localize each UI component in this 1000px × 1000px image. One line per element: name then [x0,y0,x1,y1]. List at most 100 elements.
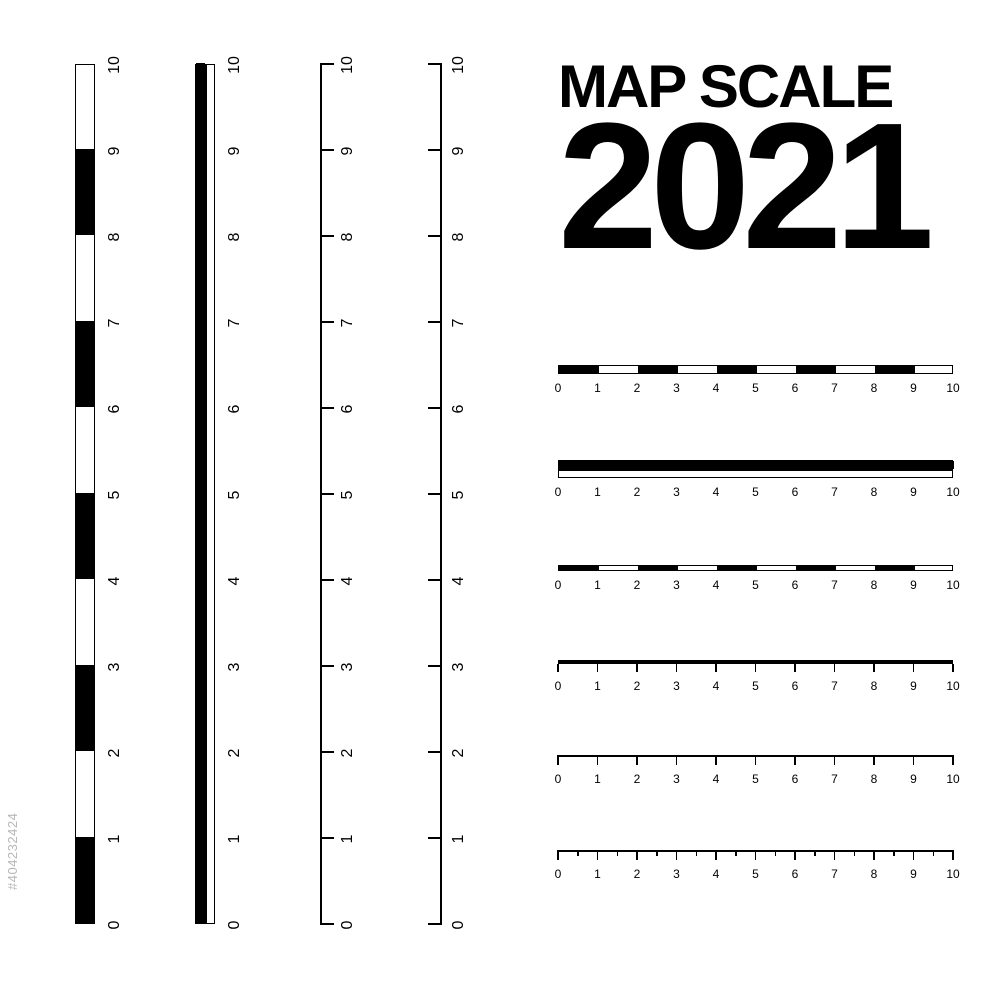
tick-label: 2 [634,679,641,693]
tick-label: 7 [831,578,838,592]
tick-label: 1 [594,772,601,786]
tick-label: 5 [752,867,759,881]
tick-label: 8 [226,227,244,247]
tick-label: 9 [910,867,917,881]
tick-label: 7 [831,867,838,881]
tick-label: 9 [910,679,917,693]
tick-label: 7 [106,313,124,333]
tick-label: 2 [634,867,641,881]
tick-label: 4 [713,578,720,592]
tick-label: 8 [871,772,878,786]
watermark-text: #404232424 [5,813,20,890]
tick-label: 8 [871,381,878,395]
tick-label: 0 [226,915,244,935]
tick-label: 7 [831,679,838,693]
tick-label: 3 [673,679,680,693]
tick-label: 2 [106,743,124,763]
tick-label: 3 [673,867,680,881]
tick-label: 3 [673,578,680,592]
tick-label: 6 [792,772,799,786]
tick-label: 5 [752,381,759,395]
tick-label: 5 [226,485,244,505]
tick-label: 1 [594,867,601,881]
tick-label: 2 [634,772,641,786]
tick-label: 9 [910,772,917,786]
tick-label: 10 [946,381,959,395]
tick-label: 3 [339,657,357,677]
tick-label: 0 [555,578,562,592]
tick-label: 5 [450,485,468,505]
tick-label: 3 [450,657,468,677]
tick-label: 10 [946,578,959,592]
tick-label: 8 [871,867,878,881]
tick-label: 9 [106,141,124,161]
tick-label: 9 [226,141,244,161]
tick-label: 5 [752,679,759,693]
tick-label: 1 [594,485,601,499]
tick-label: 1 [594,381,601,395]
tick-label: 9 [910,381,917,395]
tick-label: 2 [226,743,244,763]
tick-label: 10 [946,867,959,881]
tick-label: 0 [555,485,562,499]
tick-label: 3 [226,657,244,677]
tick-label: 2 [450,743,468,763]
tick-label: 1 [339,829,357,849]
tick-label: 1 [594,679,601,693]
tick-label: 2 [634,485,641,499]
tick-label: 9 [450,141,468,161]
tick-label: 1 [450,829,468,849]
tick-label: 2 [634,381,641,395]
title-line2: 2021 [558,110,953,263]
tick-label: 10 [106,55,124,75]
tick-label: 10 [450,55,468,75]
tick-label: 1 [226,829,244,849]
tick-label: 2 [339,743,357,763]
tick-label: 6 [792,679,799,693]
tick-label: 4 [713,867,720,881]
tick-label: 3 [106,657,124,677]
tick-label: 6 [792,485,799,499]
tick-label: 8 [106,227,124,247]
tick-label: 4 [713,381,720,395]
tick-label: 0 [555,381,562,395]
tick-label: 0 [106,915,124,935]
tick-label: 5 [752,485,759,499]
tick-label: 1 [594,578,601,592]
tick-label: 5 [752,772,759,786]
tick-label: 5 [106,485,124,505]
tick-label: 10 [946,485,959,499]
tick-label: 6 [106,399,124,419]
tick-label: 4 [713,485,720,499]
tick-label: 0 [555,772,562,786]
tick-label: 10 [946,679,959,693]
tick-label: 6 [450,399,468,419]
tick-label: 8 [339,227,357,247]
tick-label: 10 [226,55,244,75]
title-block: MAP SCALE 2021 [558,60,953,263]
tick-label: 8 [871,485,878,499]
tick-label: 4 [713,772,720,786]
tick-label: 6 [792,381,799,395]
tick-label: 7 [450,313,468,333]
tick-label: 8 [871,679,878,693]
tick-label: 6 [339,399,357,419]
tick-label: 3 [673,485,680,499]
tick-label: 9 [910,485,917,499]
tick-label: 8 [450,227,468,247]
tick-label: 0 [555,679,562,693]
tick-label: 7 [831,485,838,499]
tick-label: 10 [339,55,357,75]
tick-label: 4 [226,571,244,591]
tick-label: 0 [339,915,357,935]
tick-label: 4 [713,679,720,693]
tick-label: 4 [450,571,468,591]
tick-label: 7 [831,381,838,395]
tick-label: 6 [792,578,799,592]
tick-label: 8 [871,578,878,592]
tick-label: 6 [226,399,244,419]
tick-label: 1 [106,829,124,849]
tick-label: 5 [752,578,759,592]
canvas: MAP SCALE 2021 0123456789100123456789100… [0,0,1000,1000]
tick-label: 7 [831,772,838,786]
